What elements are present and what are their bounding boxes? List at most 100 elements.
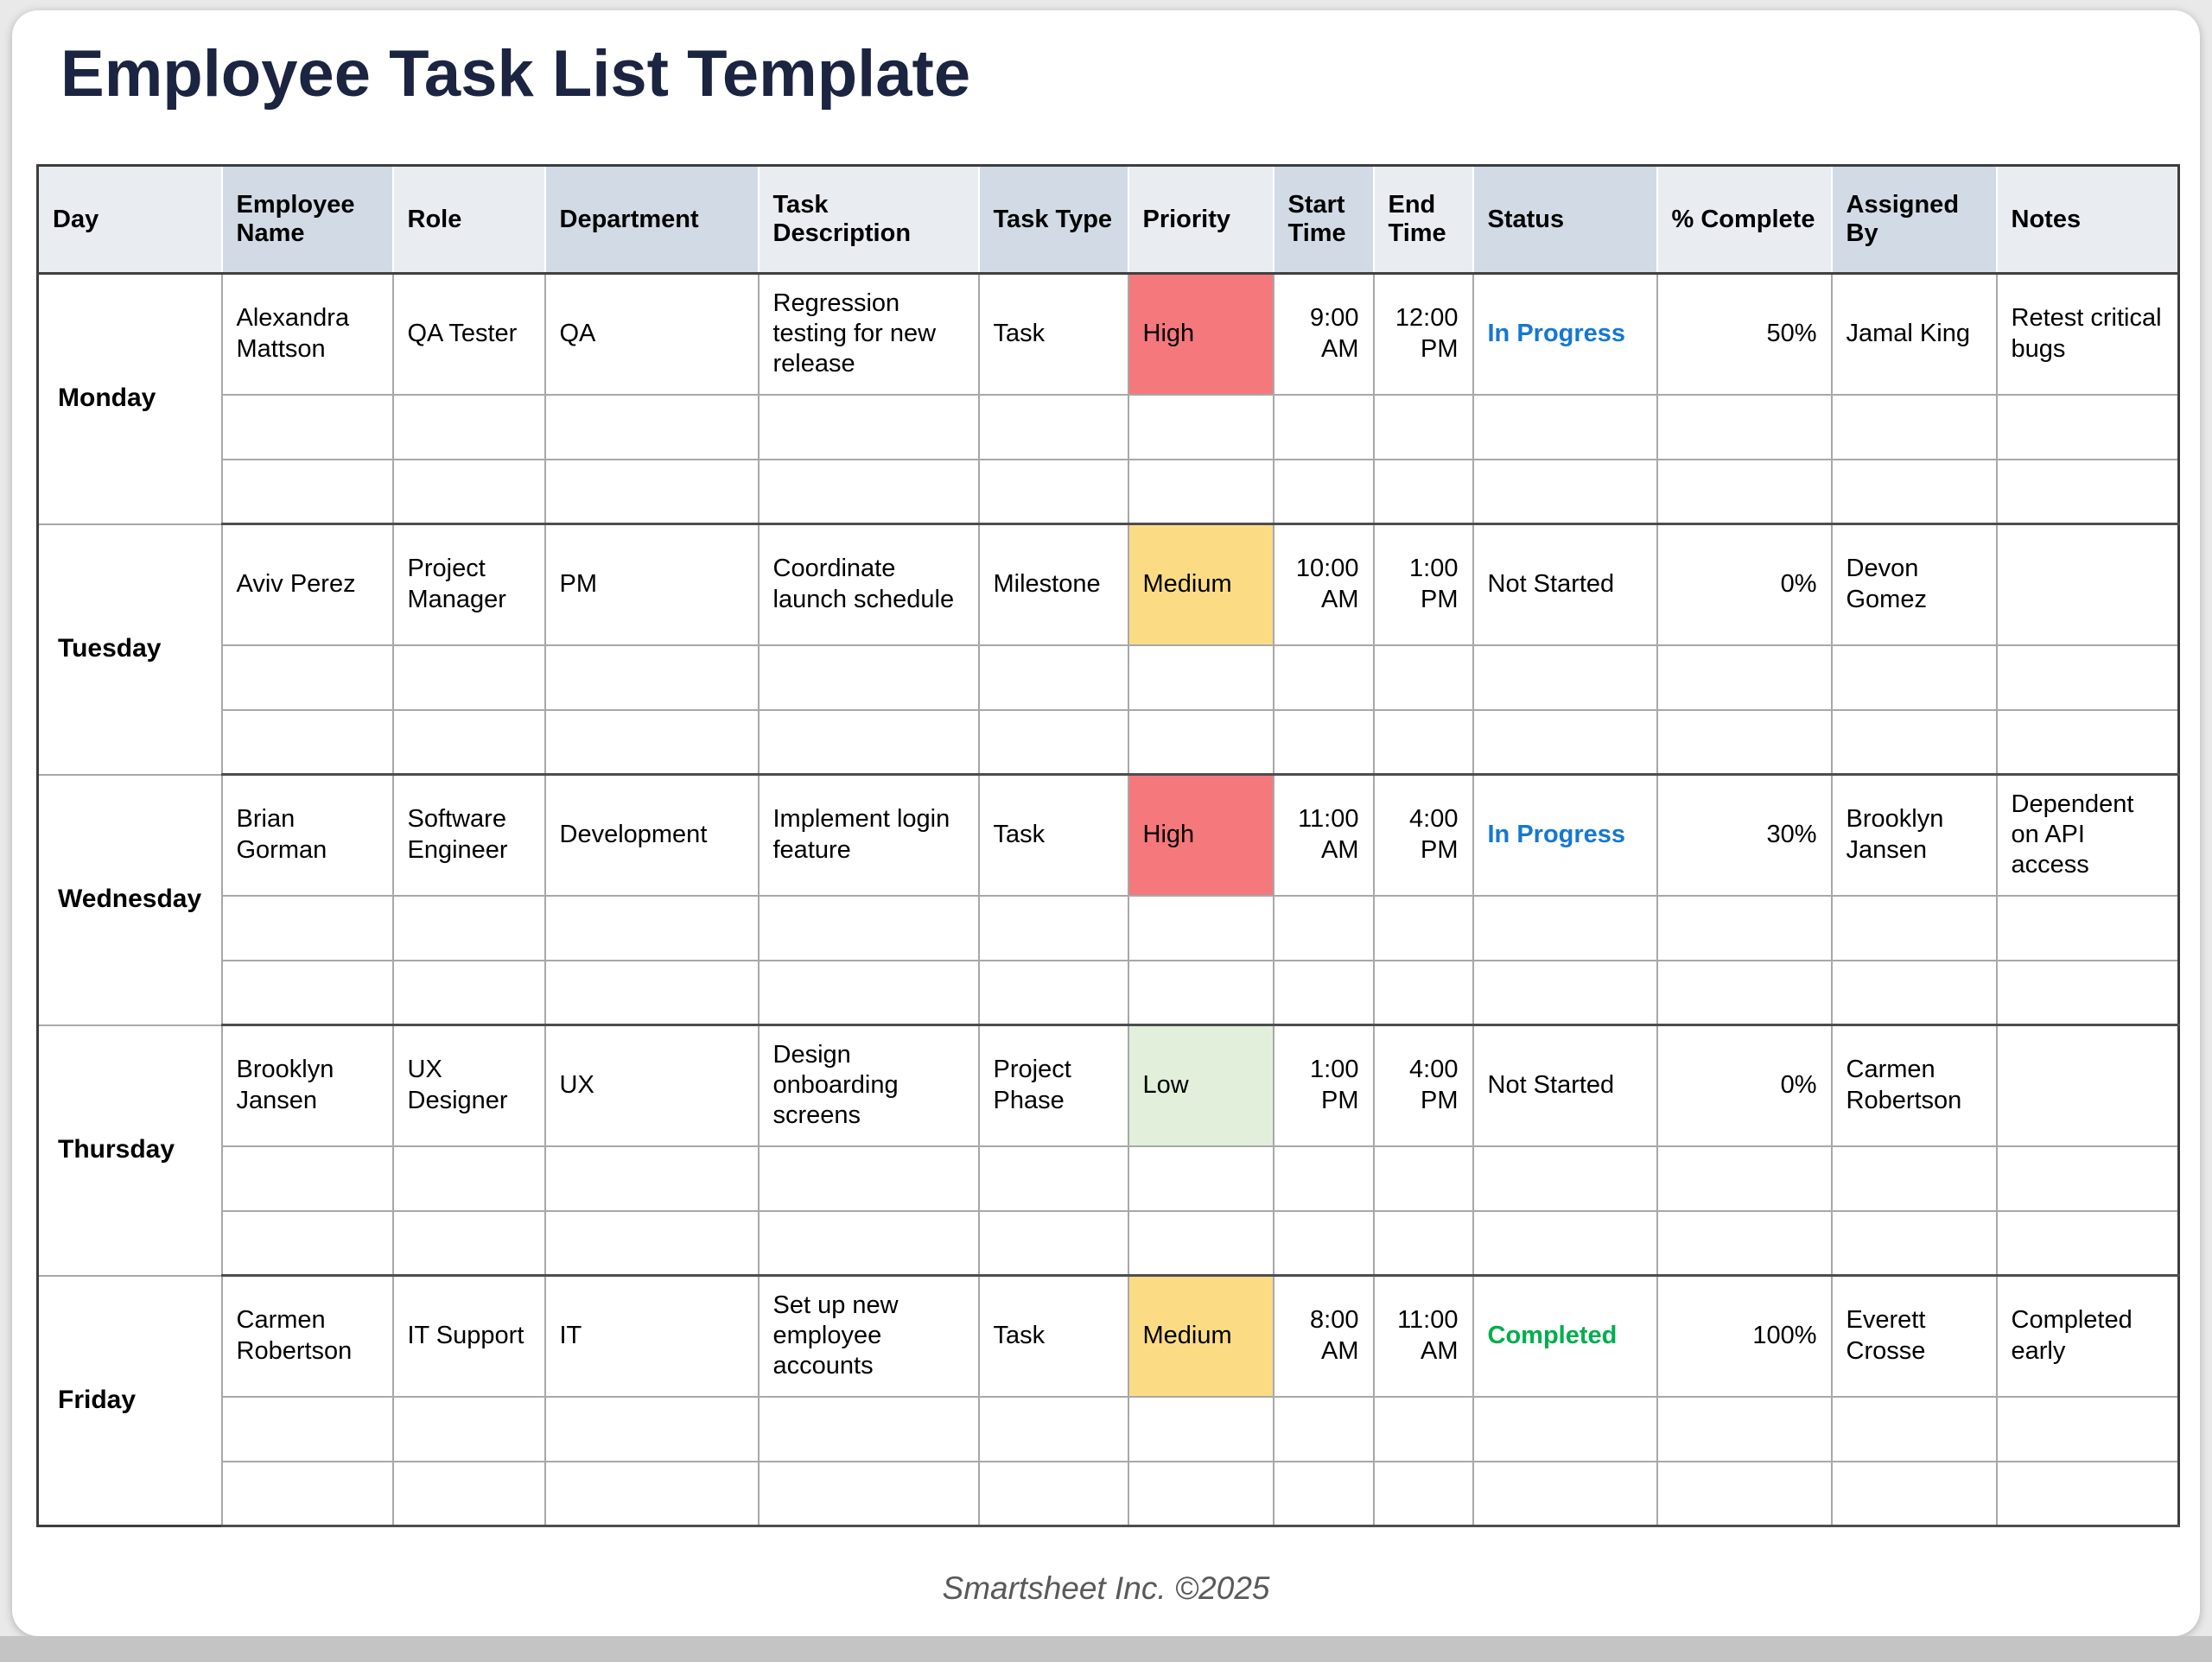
- empty-cell[interactable]: [543, 393, 760, 460]
- empty-cell[interactable]: [1272, 393, 1375, 460]
- assigned-by-cell[interactable]: Jamal King: [1830, 272, 1998, 396]
- empty-cell[interactable]: [220, 708, 394, 776]
- empty-cell[interactable]: [220, 1395, 394, 1462]
- empty-cell[interactable]: [1656, 1145, 1833, 1212]
- header-employee-name[interactable]: Employee Name: [220, 165, 394, 275]
- empty-cell[interactable]: [1127, 894, 1274, 961]
- empty-cell[interactable]: [757, 894, 980, 961]
- header-day[interactable]: Day: [36, 165, 223, 275]
- empty-cell[interactable]: [1830, 458, 1998, 525]
- notes-cell[interactable]: Completed early: [1995, 1274, 2180, 1398]
- empty-cell[interactable]: [1830, 1460, 1998, 1527]
- empty-cell[interactable]: [220, 959, 394, 1026]
- empty-cell[interactable]: [1372, 1209, 1474, 1277]
- empty-cell[interactable]: [1272, 1460, 1375, 1527]
- status-cell[interactable]: Not Started: [1471, 1024, 1658, 1147]
- task-description-cell[interactable]: Design onboarding screens: [757, 1024, 980, 1147]
- employee-name-cell[interactable]: Aviv Perez: [220, 523, 394, 646]
- end-time-cell[interactable]: 12:00 PM: [1372, 272, 1474, 396]
- header-notes[interactable]: Notes: [1995, 165, 2180, 275]
- task-type-cell[interactable]: Milestone: [977, 523, 1129, 646]
- role-cell[interactable]: UX Designer: [391, 1024, 546, 1147]
- header-percent-complete[interactable]: % Complete: [1656, 165, 1833, 275]
- empty-cell[interactable]: [1995, 894, 2180, 961]
- task-type-cell[interactable]: Task: [977, 1274, 1129, 1398]
- empty-cell[interactable]: [757, 708, 980, 776]
- empty-cell[interactable]: [220, 894, 394, 961]
- notes-cell[interactable]: Retest critical bugs: [1995, 272, 2180, 396]
- empty-cell[interactable]: [757, 458, 980, 525]
- empty-cell[interactable]: [1656, 1209, 1833, 1277]
- start-time-cell[interactable]: 1:00 PM: [1272, 1024, 1375, 1147]
- header-status[interactable]: Status: [1471, 165, 1658, 275]
- empty-cell[interactable]: [391, 458, 546, 525]
- department-cell[interactable]: IT: [543, 1274, 760, 1398]
- department-cell[interactable]: QA: [543, 272, 760, 396]
- empty-cell[interactable]: [1830, 1395, 1998, 1462]
- empty-cell[interactable]: [1656, 708, 1833, 776]
- empty-cell[interactable]: [391, 1145, 546, 1212]
- empty-cell[interactable]: [1127, 708, 1274, 776]
- empty-cell[interactable]: [391, 644, 546, 711]
- empty-cell[interactable]: [543, 1395, 760, 1462]
- header-priority[interactable]: Priority: [1127, 165, 1274, 275]
- priority-cell[interactable]: High: [1127, 773, 1274, 897]
- empty-cell[interactable]: [977, 644, 1129, 711]
- empty-cell[interactable]: [1272, 1395, 1375, 1462]
- header-end-time[interactable]: End Time: [1372, 165, 1474, 275]
- start-time-cell[interactable]: 11:00 AM: [1272, 773, 1375, 897]
- role-cell[interactable]: Software Engineer: [391, 773, 546, 897]
- department-cell[interactable]: UX: [543, 1024, 760, 1147]
- empty-cell[interactable]: [1372, 1460, 1474, 1527]
- empty-cell[interactable]: [757, 959, 980, 1026]
- status-cell[interactable]: Not Started: [1471, 523, 1658, 646]
- empty-cell[interactable]: [1372, 1395, 1474, 1462]
- assigned-by-cell[interactable]: Everett Crosse: [1830, 1274, 1998, 1398]
- empty-cell[interactable]: [1995, 644, 2180, 711]
- percent-complete-cell[interactable]: 30%: [1656, 773, 1833, 897]
- priority-cell[interactable]: Low: [1127, 1024, 1274, 1147]
- end-time-cell[interactable]: 1:00 PM: [1372, 523, 1474, 646]
- task-type-cell[interactable]: Task: [977, 272, 1129, 396]
- empty-cell[interactable]: [1471, 1460, 1658, 1527]
- empty-cell[interactable]: [1995, 1145, 2180, 1212]
- empty-cell[interactable]: [1272, 458, 1375, 525]
- task-type-cell[interactable]: Task: [977, 773, 1129, 897]
- empty-cell[interactable]: [1127, 1395, 1274, 1462]
- empty-cell[interactable]: [1471, 894, 1658, 961]
- empty-cell[interactable]: [220, 458, 394, 525]
- empty-cell[interactable]: [543, 1460, 760, 1527]
- task-description-cell[interactable]: Regression testing for new release: [757, 272, 980, 396]
- empty-cell[interactable]: [1656, 959, 1833, 1026]
- assigned-by-cell[interactable]: Devon Gomez: [1830, 523, 1998, 646]
- empty-cell[interactable]: [1830, 959, 1998, 1026]
- status-cell[interactable]: In Progress: [1471, 272, 1658, 396]
- role-cell[interactable]: QA Tester: [391, 272, 546, 396]
- empty-cell[interactable]: [977, 894, 1129, 961]
- employee-name-cell[interactable]: Alexandra Mattson: [220, 272, 394, 396]
- header-department[interactable]: Department: [543, 165, 760, 275]
- empty-cell[interactable]: [1471, 708, 1658, 776]
- empty-cell[interactable]: [543, 894, 760, 961]
- empty-cell[interactable]: [220, 1460, 394, 1527]
- empty-cell[interactable]: [1127, 393, 1274, 460]
- department-cell[interactable]: PM: [543, 523, 760, 646]
- end-time-cell[interactable]: 4:00 PM: [1372, 1024, 1474, 1147]
- empty-cell[interactable]: [1830, 1209, 1998, 1277]
- empty-cell[interactable]: [220, 1145, 394, 1212]
- empty-cell[interactable]: [757, 1145, 980, 1212]
- empty-cell[interactable]: [1471, 1395, 1658, 1462]
- empty-cell[interactable]: [391, 959, 546, 1026]
- empty-cell[interactable]: [1372, 1145, 1474, 1212]
- empty-cell[interactable]: [1995, 1209, 2180, 1277]
- empty-cell[interactable]: [1272, 959, 1375, 1026]
- empty-cell[interactable]: [1127, 1209, 1274, 1277]
- notes-cell[interactable]: [1995, 1024, 2180, 1147]
- percent-complete-cell[interactable]: 0%: [1656, 523, 1833, 646]
- empty-cell[interactable]: [1656, 458, 1833, 525]
- empty-cell[interactable]: [1272, 644, 1375, 711]
- empty-cell[interactable]: [977, 1395, 1129, 1462]
- empty-cell[interactable]: [1471, 644, 1658, 711]
- empty-cell[interactable]: [1656, 1395, 1833, 1462]
- empty-cell[interactable]: [1471, 458, 1658, 525]
